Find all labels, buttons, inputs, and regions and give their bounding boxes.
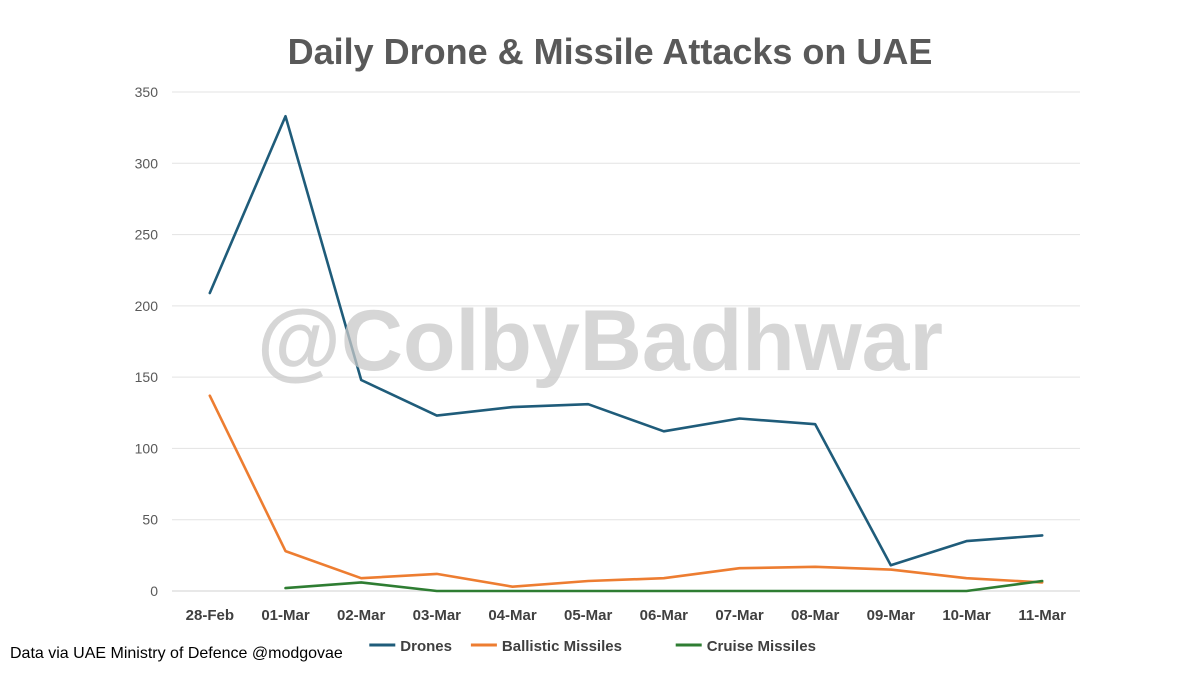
x-tick-label: 04-Mar <box>488 607 537 624</box>
x-tick-label: 28-Feb <box>186 607 234 624</box>
x-axis-ticks: 28-Feb 01-Mar 02-Mar 03-Mar 04-Mar 05-Mar 06-M… <box>186 607 1066 624</box>
gridlines <box>172 91 1080 592</box>
series-line-drones <box>208 114 1044 567</box>
series-line-cruise-missiles <box>284 579 1044 593</box>
x-tick-label: 06-Mar <box>640 607 689 624</box>
legend-label-ballistic-missiles: Ballistic Missiles <box>502 638 622 655</box>
y-tick-label: 250 <box>135 227 159 243</box>
chart-title: Daily Drone & Missile Attacks on UAE <box>288 31 933 72</box>
y-tick-label: 0 <box>150 583 158 599</box>
y-tick-label: 350 <box>135 84 159 100</box>
x-tick-label: 01-Mar <box>261 607 310 624</box>
source-note: Data via UAE Ministry of Defence @modgov… <box>10 645 343 662</box>
x-tick-label: 11-Mar <box>1018 607 1066 624</box>
y-tick-label: 150 <box>135 369 159 385</box>
y-tick-label: 200 <box>135 298 159 314</box>
x-tick-label: 07-Mar <box>715 607 764 624</box>
x-tick-label: 10-Mar <box>942 607 991 624</box>
y-axis-ticks: 0 50 100 150 200 250 300 350 <box>135 84 159 599</box>
x-tick-label: 03-Mar <box>413 607 462 624</box>
x-tick-label: 05-Mar <box>564 607 613 624</box>
x-tick-label: 09-Mar <box>867 607 916 624</box>
series-lines <box>208 114 1044 593</box>
x-tick-label: 08-Mar <box>791 607 840 624</box>
legend-label-cruise-missiles: Cruise Missiles <box>707 638 816 655</box>
y-tick-label: 300 <box>135 155 159 171</box>
legend-label-drones: Drones <box>400 638 452 655</box>
y-tick-label: 100 <box>135 440 159 456</box>
watermark-text: @ColbyBadhwar <box>257 293 943 389</box>
y-tick-label: 50 <box>142 512 158 528</box>
series-line-ballistic-missiles <box>208 394 1044 589</box>
legend: Drones Ballistic Missiles Cruise Missiles <box>369 638 816 655</box>
x-tick-label: 02-Mar <box>337 607 386 624</box>
